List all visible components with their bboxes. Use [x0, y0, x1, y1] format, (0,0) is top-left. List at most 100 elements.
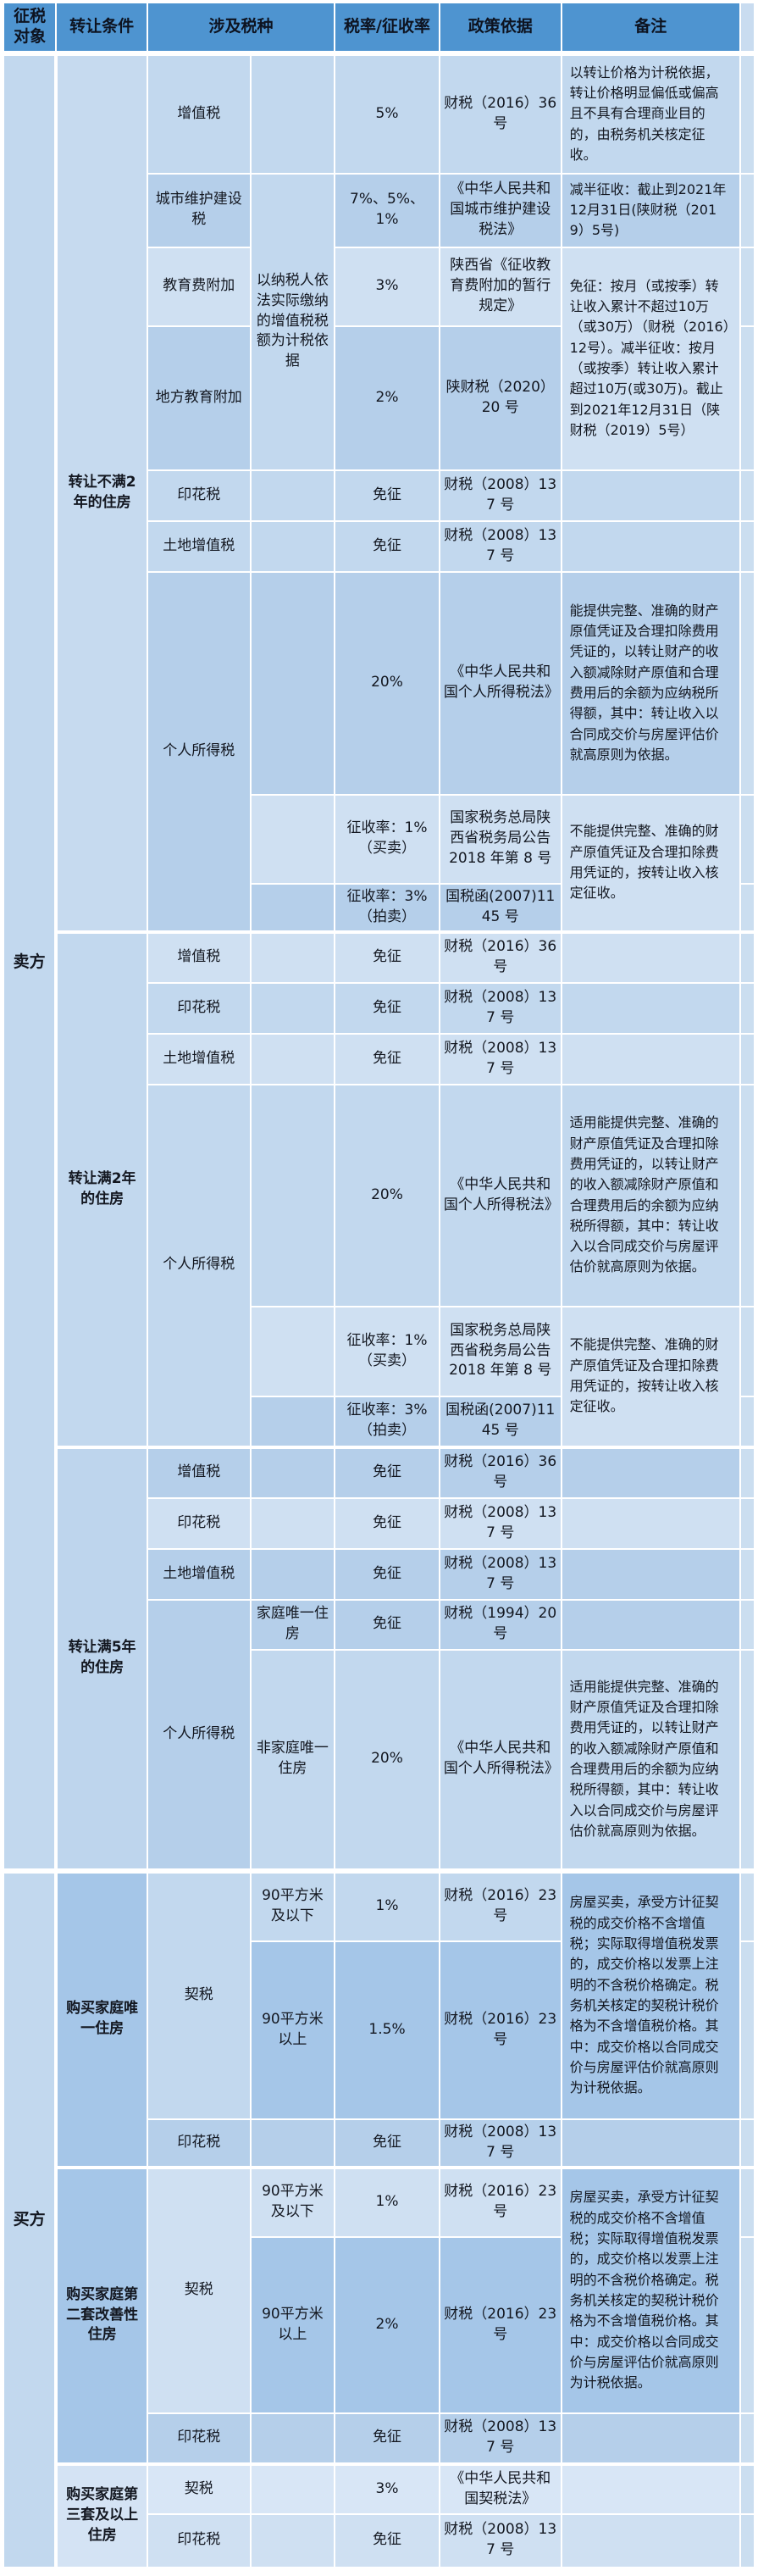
table-row: 购买家庭第二套改善性住房 契税 90平方米及以下 1% 财税（2016）23 号… — [3, 2165, 756, 2465]
tax-subtype-cell: 家庭唯一住房 — [249, 1598, 336, 1651]
tax-type-cell: 契税 — [146, 1868, 252, 2120]
condition-cell: 购买家庭第二套改善性住房 — [55, 2165, 148, 2465]
table-row: 转让满2年的住房 增值税 免征 财税（2016）36 号 — [3, 930, 756, 1448]
remark-cell — [560, 1547, 741, 1601]
tax-type-cell: 增值税 — [146, 50, 252, 175]
table-row: 土地增值税 免征 财税（2008）137 号 — [3, 1547, 756, 1601]
tax-subtype-cell — [249, 1395, 336, 1448]
tax-subtype-cell — [249, 981, 336, 1035]
edge-strip — [739, 246, 756, 327]
policy-cell: 《中华人民共和国个人所得税法》 — [438, 570, 562, 796]
tax-type-cell: 增值税 — [146, 930, 252, 984]
remark-cell: 房屋买卖，承受方计征契税的成交价格不含增值税；实际取得增值税发票的，成交价格以发… — [560, 2165, 741, 2414]
rate-cell: 免征 — [334, 519, 440, 573]
table-row: 90平方米以上 1.5% 财税（2016）23 号 — [3, 1940, 756, 2120]
tax-type-cell: 地方教育附加 — [146, 325, 252, 471]
policy-cell: 财税（2016）23 号 — [438, 1940, 562, 2120]
tax-subtype-cell — [249, 2462, 336, 2515]
table-row: 个人所得税 20% 《中华人民共和国个人所得税法》 能提供完整、准确的财产原值凭… — [3, 570, 756, 933]
table-row: 征收率：1%（买卖） 国家税务总局陕西省税务局公告 2018 年第 8 号 不能… — [3, 1305, 756, 1448]
condition-cell: 转让满2年的住房 — [55, 930, 148, 1448]
table-row: 90平方米以上 2% 财税（2016）23 号 — [3, 2235, 756, 2414]
header-remarks: 备注 — [560, 2, 741, 54]
tax-subtype-cell — [249, 1496, 336, 1550]
table-row: 教育费附加 3% 陕西省《征收教育费附加的暂行规定》 免征：按月（或按季）转让收… — [3, 246, 756, 471]
tax-subtype-cell: 90平方米以上 — [249, 1940, 336, 2120]
tax-subtype-cell — [249, 930, 336, 984]
remark-cell: 不能提供完整、准确的财产原值凭证及合理扣除费用凭证的，按转让收入核定征收。 — [560, 1305, 741, 1448]
rate-cell: 1.5% — [334, 1940, 440, 2120]
remark-cell: 房屋买卖，承受方计征契税的成交价格不含增值税；实际取得增值税发票的，成交价格以发… — [560, 1868, 741, 2120]
table-row: 征收率：1%（买卖） 国家税务总局陕西省税务局公告 2018 年第 8 号 不能… — [3, 793, 756, 933]
edge-strip — [739, 882, 756, 933]
policy-cell: 财税（2008）137 号 — [438, 2118, 562, 2168]
rate-cell: 20% — [334, 1083, 440, 1307]
edge-strip — [739, 1547, 756, 1601]
edge-strip — [739, 930, 756, 984]
policy-cell: 陕西省《征收教育费附加的暂行规定》 — [438, 246, 562, 327]
tax-object-cell-seller: 卖方 — [2, 50, 58, 1872]
rate-cell: 1% — [334, 1868, 440, 1942]
policy-cell: 财税（2008）137 号 — [438, 2412, 562, 2465]
edge-strip — [739, 1496, 756, 1550]
table-row: 地方教育附加 2% 陕财税（2020）20 号 — [3, 325, 756, 471]
remark-cell — [560, 981, 741, 1035]
edge-strip — [739, 570, 756, 796]
table-row: 征收率：3%（拍卖） 国税函(2007)1145 号 — [3, 882, 756, 933]
tax-subtype-cell — [249, 1445, 336, 1499]
edge-strip — [739, 1940, 756, 2120]
rate-cell: 免征 — [334, 1032, 440, 1085]
rate-cell: 免征 — [334, 2118, 440, 2168]
tax-type-cell: 印花税 — [146, 981, 252, 1035]
tax-type-cell: 契税 — [146, 2462, 252, 2515]
table-row: 印花税 免征 财税（2008）137 号 — [3, 1496, 756, 1550]
rate-cell: 免征 — [334, 469, 440, 522]
table-row: 印花税 免征 财税（2008）137 号 — [3, 2118, 756, 2168]
remark-cell — [560, 930, 741, 984]
policy-cell: 《中华人民共和国个人所得税法》 — [438, 1648, 562, 1872]
rate-cell: 征收率：3%（拍卖） — [334, 882, 440, 933]
rate-cell: 3% — [334, 2462, 440, 2515]
tax-subtype-cell: 90平方米及以下 — [249, 1868, 336, 1942]
remark-cell: 能提供完整、准确的财产原值凭证及合理扣除费用凭证的，以转让财产的收入额减除财产原… — [560, 570, 741, 796]
header-edge-strip — [739, 2, 756, 54]
tax-type-cell: 印花税 — [146, 2512, 252, 2568]
remark-cell — [560, 1032, 741, 1085]
remark-cell — [560, 2118, 741, 2168]
edge-strip — [739, 1648, 756, 1872]
rate-cell: 20% — [334, 1648, 440, 1872]
remark-cell — [560, 519, 741, 573]
condition-cell: 转让满5年的住房 — [55, 1445, 148, 1872]
policy-cell: 财税（2008）137 号 — [438, 1547, 562, 1601]
rate-cell: 2% — [334, 325, 440, 471]
policy-cell: 财税（2016）36 号 — [438, 50, 562, 175]
edge-strip — [739, 981, 756, 1035]
edge-strip — [739, 469, 756, 522]
tax-subtype-cell — [249, 1083, 336, 1307]
tax-subtype-cell — [249, 1032, 336, 1085]
tax-type-cell: 增值税 — [146, 1445, 252, 1499]
rate-cell: 免征 — [334, 930, 440, 984]
edge-strip — [739, 2118, 756, 2168]
remark-cell — [560, 2462, 741, 2515]
rate-cell: 7%、5%、1% — [334, 172, 440, 248]
tax-type-cell: 个人所得税 — [146, 570, 252, 933]
tax-subtype-cell — [249, 50, 336, 175]
tax-subtype-cell — [249, 1305, 336, 1397]
tax-type-cell: 土地增值税 — [146, 519, 252, 573]
table-row: 买方 购买家庭唯一住房 契税 90平方米及以下 1% 财税（2016）23 号 … — [2, 1868, 756, 2568]
policy-cell: 国家税务总局陕西省税务局公告 2018 年第 8 号 — [438, 1305, 562, 1397]
tax-type-cell: 印花税 — [146, 1496, 252, 1550]
remark-cell — [560, 469, 741, 522]
policy-cell: 财税（1994）20 号 — [438, 1598, 562, 1651]
policy-cell: 陕财税（2020）20 号 — [438, 325, 562, 471]
remark-cell: 减半征收：截止到2021年12月31日(陕财税（2019）5号) — [560, 172, 741, 248]
edge-strip — [739, 2462, 756, 2515]
table-row: 征收率：3%（拍卖） 国税函(2007)1145 号 — [3, 1395, 756, 1448]
table-row: 个人所得税 家庭唯一住房 免征 财税（1994）20 号 — [3, 1598, 756, 1872]
policy-cell: 财税（2016）36 号 — [438, 930, 562, 984]
tax-type-cell: 个人所得税 — [146, 1083, 252, 1448]
policy-cell: 国税函(2007)1145 号 — [438, 882, 562, 933]
rate-cell: 免征 — [334, 981, 440, 1035]
